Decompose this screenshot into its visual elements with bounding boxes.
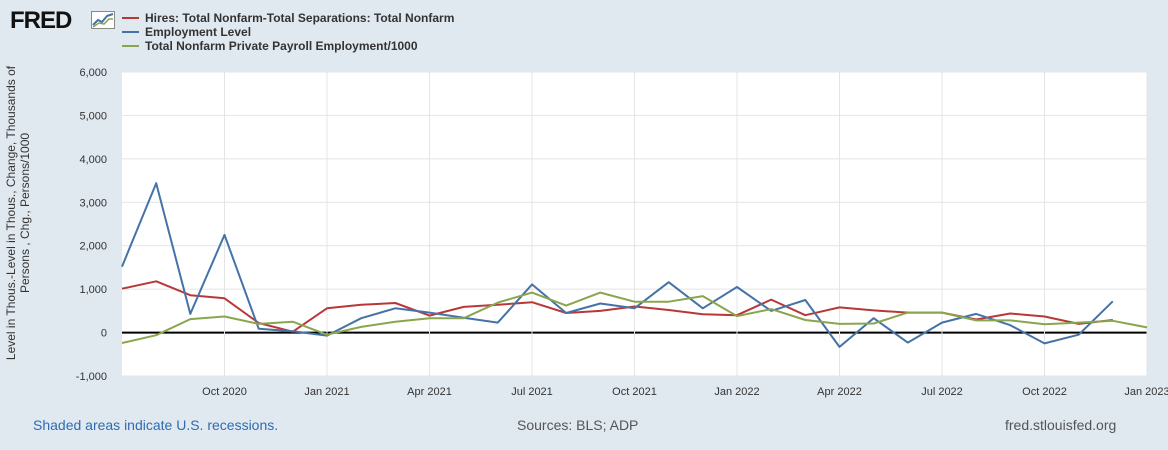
site-link[interactable]: fred.stlouisfed.org (1005, 417, 1117, 433)
y-tick-label: -1,000 (76, 371, 107, 383)
fred-graph-icon (91, 11, 115, 34)
legend-swatch (122, 45, 139, 47)
x-tick-label: Oct 2022 (1022, 386, 1067, 398)
series-line-3[interactable] (121, 291, 1148, 344)
y-tick-label: 2,000 (79, 241, 107, 253)
x-tick-label: Jul 2021 (511, 386, 553, 398)
x-tick-label: Jan 2023 (1124, 386, 1168, 398)
y-tick-label: 1,000 (79, 284, 107, 296)
legend-item[interactable]: Hires: Total Nonfarm-Total Separations: … (122, 11, 454, 25)
legend-item[interactable]: Employment Level (122, 25, 454, 39)
fred-logo-text: FRED (10, 7, 72, 34)
x-tick-label: Jul 2022 (921, 386, 963, 398)
legend-label: Total Nonfarm Private Payroll Employment… (145, 39, 418, 53)
y-tick-label: 6,000 (79, 67, 107, 79)
sources-note: Sources: BLS; ADP (517, 417, 639, 433)
legend-label: Hires: Total Nonfarm-Total Separations: … (145, 11, 455, 25)
series-line-2[interactable] (121, 182, 1114, 348)
legend-swatch (122, 31, 139, 33)
x-tick-label: Jan 2022 (714, 386, 759, 398)
legend-swatch (122, 17, 139, 19)
recession-note[interactable]: Shaded areas indicate U.S. recessions. (33, 417, 279, 433)
x-tick-label: Jan 2021 (304, 386, 349, 398)
legend-item[interactable]: Total Nonfarm Private Payroll Employment… (122, 39, 454, 53)
fred-logo[interactable]: FRED (10, 7, 72, 35)
x-tick-label: Apr 2022 (817, 386, 862, 398)
x-tick-label: Oct 2021 (612, 386, 657, 398)
y-tick-label: 0 (101, 328, 107, 340)
y-tick-label: 4,000 (79, 154, 107, 166)
chart-legend: Hires: Total Nonfarm-Total Separations: … (122, 11, 454, 53)
y-tick-label: 5,000 (79, 110, 107, 122)
legend-label: Employment Level (145, 25, 252, 39)
x-tick-label: Oct 2020 (202, 386, 247, 398)
y-tick-label: 3,000 (79, 197, 107, 209)
chart-svg: 6,000 5,000 4,000 3,000 2,000 1,000 0 -1,000 Oc… (76, 67, 1168, 398)
x-tick-label: Apr 2021 (407, 386, 452, 398)
